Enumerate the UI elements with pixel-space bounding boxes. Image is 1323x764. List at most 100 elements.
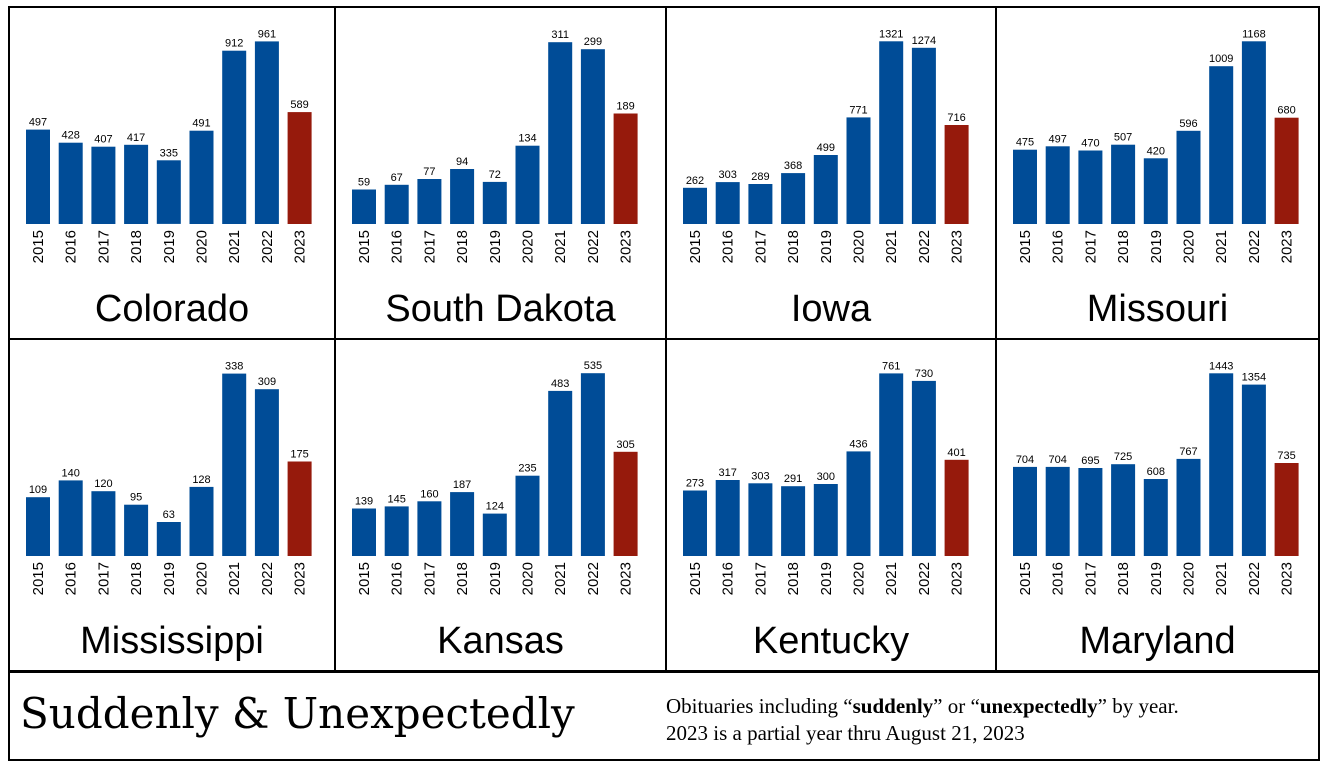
x-tick-label: 2015 bbox=[30, 230, 47, 263]
panel-colorado: 497 2015 428 2016 407 2017 417 2018 335 2019 491 20… bbox=[8, 6, 336, 340]
data-label: 139 bbox=[355, 496, 373, 508]
x-tick-label: 2021 bbox=[226, 230, 243, 263]
data-label: 299 bbox=[584, 36, 602, 48]
bar-2018 bbox=[124, 144, 149, 224]
x-tick-label: 2022 bbox=[585, 562, 602, 595]
data-label: 124 bbox=[486, 501, 504, 513]
data-label: 134 bbox=[518, 133, 536, 145]
data-label: 67 bbox=[391, 172, 403, 184]
bar-2017 bbox=[1078, 150, 1103, 224]
note-text: ” or “ bbox=[933, 694, 980, 718]
x-tick-label: 2022 bbox=[585, 230, 602, 263]
bar-2022 bbox=[1241, 384, 1266, 556]
bar-2016 bbox=[384, 506, 409, 556]
x-tick-label: 2016 bbox=[720, 562, 737, 595]
data-label: 317 bbox=[719, 467, 737, 479]
x-tick-label: 2021 bbox=[552, 230, 569, 263]
data-label: 589 bbox=[290, 99, 308, 111]
x-tick-label: 2017 bbox=[1082, 562, 1099, 595]
data-label: 725 bbox=[1114, 451, 1132, 463]
data-label: 63 bbox=[163, 509, 175, 521]
data-label: 767 bbox=[1179, 446, 1197, 458]
x-tick-label: 2023 bbox=[618, 562, 635, 595]
data-label: 491 bbox=[192, 118, 210, 130]
data-label: 289 bbox=[751, 171, 769, 183]
data-label: 420 bbox=[1147, 145, 1165, 157]
x-tick-label: 2023 bbox=[1279, 230, 1296, 263]
bar-2017 bbox=[417, 179, 442, 224]
bar-2018 bbox=[450, 492, 475, 556]
data-label: 160 bbox=[420, 488, 438, 500]
x-tick-label: 2018 bbox=[785, 562, 802, 595]
bar-2020 bbox=[846, 117, 871, 224]
x-tick-label: 2021 bbox=[1213, 230, 1230, 263]
data-label: 175 bbox=[290, 449, 308, 461]
x-tick-label: 2021 bbox=[883, 230, 900, 263]
bar-2019 bbox=[1143, 158, 1168, 224]
bar-2018 bbox=[781, 486, 806, 556]
panel-south-dakota: 59 2015 67 2016 77 2017 94 2018 72 2019 134 2020 311… bbox=[334, 6, 667, 340]
x-tick-label: 2020 bbox=[520, 230, 537, 263]
bar-2020 bbox=[1176, 458, 1201, 556]
footer-note: Obituaries including “suddenly” or “unex… bbox=[666, 693, 1179, 747]
data-label: 95 bbox=[130, 492, 142, 504]
bar-2015 bbox=[352, 508, 376, 556]
panel-title: Missouri bbox=[1086, 288, 1229, 330]
data-label: 428 bbox=[62, 130, 80, 142]
bar-2023 bbox=[613, 451, 638, 556]
data-label: 470 bbox=[1081, 138, 1099, 150]
x-tick-label: 2018 bbox=[1115, 230, 1132, 263]
x-tick-label: 2022 bbox=[916, 230, 933, 263]
data-label: 338 bbox=[225, 361, 243, 373]
x-tick-label: 2020 bbox=[1181, 230, 1198, 263]
x-tick-label: 2019 bbox=[1148, 562, 1165, 595]
panel-title: Iowa bbox=[790, 288, 872, 330]
data-label: 401 bbox=[947, 447, 965, 459]
x-tick-label: 2016 bbox=[720, 230, 737, 263]
x-tick-label: 2023 bbox=[949, 230, 966, 263]
x-tick-label: 2021 bbox=[552, 562, 569, 595]
bar-chart-kentucky: 273 2015 317 2016 303 2017 291 2018 300 2019 436 20… bbox=[683, 360, 969, 595]
bar-2017 bbox=[748, 483, 773, 556]
bar-2016 bbox=[58, 142, 83, 224]
panel-iowa: 262 2015 303 2016 289 2017 368 2018 499 2019 771 20… bbox=[665, 6, 997, 340]
bar-2020 bbox=[189, 486, 214, 556]
data-label: 303 bbox=[719, 169, 737, 181]
bar-2023 bbox=[287, 112, 312, 224]
x-tick-label: 2017 bbox=[1082, 230, 1099, 263]
x-tick-label: 2019 bbox=[818, 230, 835, 263]
x-tick-label: 2017 bbox=[421, 230, 438, 263]
bar-2019 bbox=[156, 160, 181, 224]
bar-2017 bbox=[417, 501, 442, 556]
bar-2020 bbox=[1176, 130, 1201, 224]
x-tick-label: 2016 bbox=[389, 562, 406, 595]
data-label: 300 bbox=[817, 471, 835, 483]
bar-2022 bbox=[911, 47, 936, 224]
x-tick-label: 2016 bbox=[63, 562, 80, 595]
data-label: 273 bbox=[686, 478, 704, 490]
bar-2017 bbox=[748, 184, 773, 224]
bar-2015 bbox=[26, 497, 50, 556]
x-tick-label: 2022 bbox=[1246, 562, 1263, 595]
data-label: 704 bbox=[1016, 454, 1034, 466]
bar-chart-maryland: 704 2015 704 2016 695 2017 725 2018 608 2019 767 20… bbox=[1013, 360, 1299, 595]
bar-2019 bbox=[482, 513, 507, 556]
data-label: 1321 bbox=[879, 28, 903, 40]
bar-2016 bbox=[1045, 466, 1070, 556]
bar-2017 bbox=[1078, 468, 1103, 556]
x-tick-label: 2018 bbox=[1115, 562, 1132, 595]
data-label: 335 bbox=[160, 147, 178, 159]
bar-chart-missouri: 475 2015 497 2016 470 2017 507 2018 420 2019 596 20… bbox=[1013, 28, 1299, 263]
bar-2022 bbox=[580, 373, 605, 556]
x-tick-label: 2015 bbox=[30, 562, 47, 595]
panel-title: Kentucky bbox=[752, 620, 910, 662]
bar-2016 bbox=[1045, 146, 1070, 224]
data-label: 497 bbox=[29, 117, 47, 129]
data-label: 368 bbox=[784, 160, 802, 172]
bar-2023 bbox=[944, 125, 969, 224]
data-label: 187 bbox=[453, 479, 471, 491]
bar-2021 bbox=[879, 41, 904, 224]
x-tick-label: 2018 bbox=[128, 230, 145, 263]
bar-2021 bbox=[222, 50, 247, 225]
data-label: 608 bbox=[1147, 466, 1165, 478]
